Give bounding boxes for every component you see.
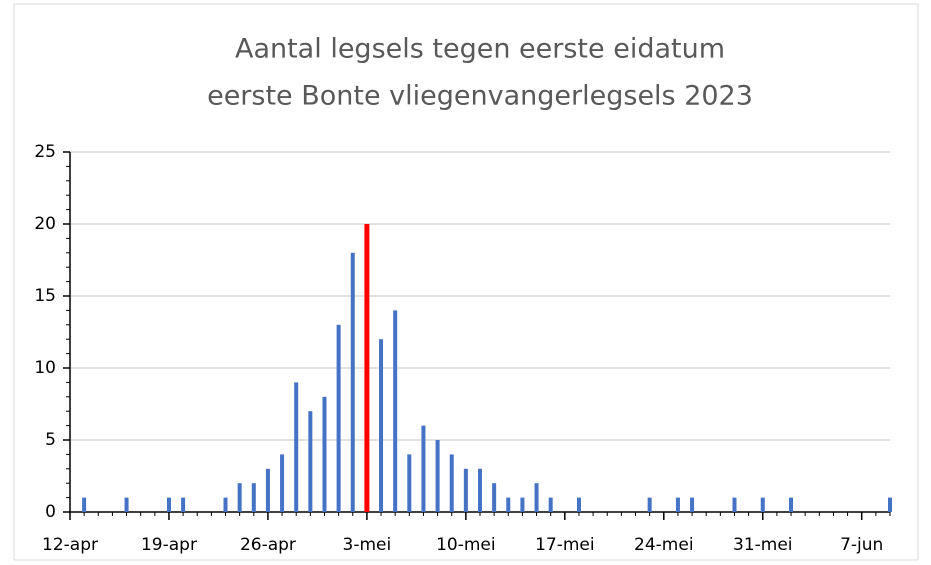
y-tick-label: 10 <box>34 358 56 378</box>
x-tick-label: 24-mei <box>634 535 694 555</box>
x-tick-label: 10-mei <box>436 535 496 555</box>
chart-frame <box>13 3 919 561</box>
bar <box>576 497 581 512</box>
x-tick-label: 3-mei <box>343 535 392 555</box>
x-tick-label: 26-apr <box>240 535 296 555</box>
y-tick-label: 15 <box>34 286 56 306</box>
bar <box>548 497 553 512</box>
bar <box>520 497 525 512</box>
bar <box>308 411 313 512</box>
bar <box>181 497 186 512</box>
bar <box>322 396 327 512</box>
bar <box>421 425 426 512</box>
bar <box>732 497 737 512</box>
bar <box>364 224 370 512</box>
bar <box>463 468 468 512</box>
bar <box>124 497 129 512</box>
x-tick-label: 12-apr <box>42 535 98 555</box>
chart-title: Aantal legsels tegen eerste eidatum <box>235 34 725 65</box>
bar <box>675 497 680 512</box>
bar <box>478 468 482 512</box>
bar <box>379 339 384 512</box>
y-tick-label: 0 <box>45 502 56 522</box>
bar <box>888 497 892 512</box>
x-tick-label: 31-mei <box>733 535 793 555</box>
bar <box>82 497 87 512</box>
x-tick-label: 19-apr <box>141 535 197 555</box>
bar <box>760 497 765 512</box>
bar <box>280 454 285 512</box>
bar <box>647 497 652 512</box>
bar <box>534 483 539 512</box>
bar <box>407 454 412 512</box>
x-tick-label: 17-mei <box>535 535 595 555</box>
chart-subtitle: eerste Bonte vliegenvangerlegsels 2023 <box>207 81 753 112</box>
bar <box>789 497 794 512</box>
bar <box>166 497 171 512</box>
bar <box>350 252 355 513</box>
bar <box>690 497 695 512</box>
bar <box>251 483 256 512</box>
bar <box>223 497 228 512</box>
x-tick-label: 7-jun <box>840 535 883 555</box>
bar <box>336 324 341 512</box>
y-tick-label: 20 <box>34 214 56 234</box>
y-tick-label: 25 <box>34 142 56 162</box>
bar <box>294 382 299 512</box>
bar <box>506 497 511 512</box>
bar <box>393 310 398 512</box>
bar <box>265 468 270 512</box>
bar <box>449 454 454 512</box>
y-tick-label: 5 <box>45 430 56 450</box>
bar <box>435 440 440 512</box>
bar <box>237 483 242 512</box>
bar <box>492 483 497 512</box>
